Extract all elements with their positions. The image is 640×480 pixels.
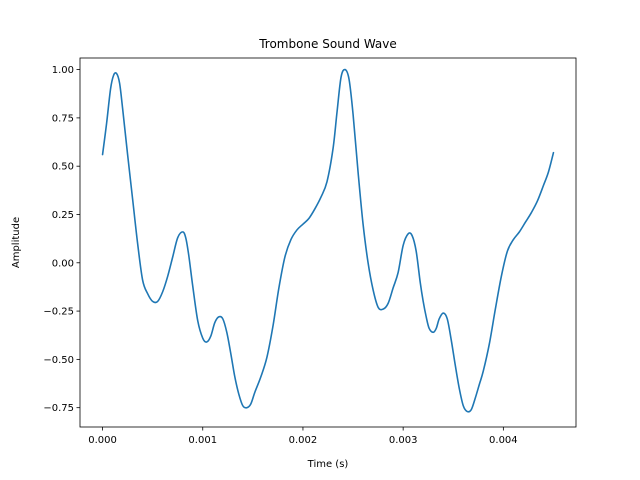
x-axis: 0.000 0.001 0.002 0.003 0.004 [88,427,518,446]
y-tick-label: −0.25 [43,307,74,318]
y-tick-label: −0.50 [43,355,74,366]
x-tick-label: 0.002 [289,435,318,446]
chart-title: Trombone Sound Wave [258,37,397,51]
y-tick-label: 0.25 [52,210,74,221]
y-tick-label: 0.75 [52,113,74,124]
x-axis-label: Time (s) [307,459,349,470]
plot-area [101,68,555,413]
y-tick-label: 0.00 [52,258,74,269]
y-axis: −0.75 −0.50 −0.25 0.00 0.25 0.50 0.75 1.00 [43,65,80,414]
y-tick-label: 1.00 [52,65,74,76]
x-tick-label: 0.000 [88,435,117,446]
axes-frame [79,57,577,428]
series-line [101,68,555,413]
x-tick-label: 0.003 [389,435,418,446]
x-tick-label: 0.004 [489,435,518,446]
y-tick-label: 0.50 [52,162,74,173]
y-tick-label: −0.75 [43,403,74,414]
y-axis-label: Amplitude [11,217,22,268]
x-tick-label: 0.001 [188,435,217,446]
